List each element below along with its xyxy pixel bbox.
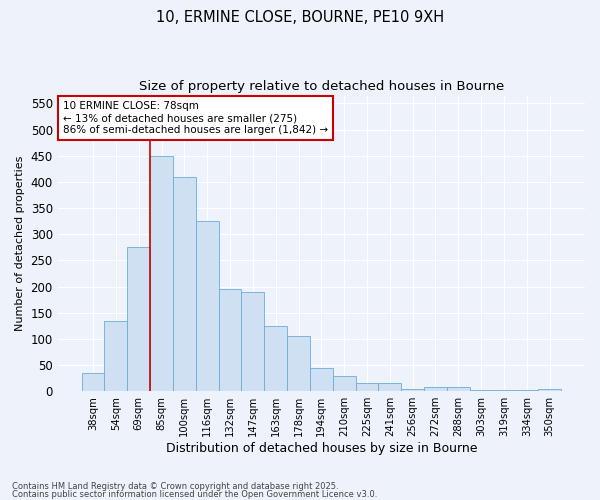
Bar bbox=[356, 384, 379, 391]
Bar bbox=[401, 388, 424, 391]
Bar bbox=[218, 289, 241, 391]
Bar bbox=[104, 320, 127, 391]
Bar bbox=[264, 326, 287, 391]
Bar bbox=[538, 388, 561, 391]
Bar bbox=[379, 384, 401, 391]
Bar bbox=[333, 376, 356, 391]
Bar bbox=[127, 248, 150, 391]
Bar bbox=[150, 156, 173, 391]
Text: Contains HM Land Registry data © Crown copyright and database right 2025.: Contains HM Land Registry data © Crown c… bbox=[12, 482, 338, 491]
Bar bbox=[173, 176, 196, 391]
Bar bbox=[493, 390, 515, 391]
Text: 10 ERMINE CLOSE: 78sqm
← 13% of detached houses are smaller (275)
86% of semi-de: 10 ERMINE CLOSE: 78sqm ← 13% of detached… bbox=[63, 102, 328, 134]
X-axis label: Distribution of detached houses by size in Bourne: Distribution of detached houses by size … bbox=[166, 442, 477, 455]
Bar bbox=[196, 221, 218, 391]
Bar bbox=[515, 390, 538, 391]
Text: Contains public sector information licensed under the Open Government Licence v3: Contains public sector information licen… bbox=[12, 490, 377, 499]
Bar bbox=[447, 387, 470, 391]
Text: 10, ERMINE CLOSE, BOURNE, PE10 9XH: 10, ERMINE CLOSE, BOURNE, PE10 9XH bbox=[156, 10, 444, 25]
Bar bbox=[82, 373, 104, 391]
Bar bbox=[310, 368, 333, 391]
Y-axis label: Number of detached properties: Number of detached properties bbox=[15, 156, 25, 331]
Bar bbox=[241, 292, 264, 391]
Bar bbox=[470, 390, 493, 391]
Bar bbox=[424, 387, 447, 391]
Title: Size of property relative to detached houses in Bourne: Size of property relative to detached ho… bbox=[139, 80, 504, 93]
Bar bbox=[287, 336, 310, 391]
